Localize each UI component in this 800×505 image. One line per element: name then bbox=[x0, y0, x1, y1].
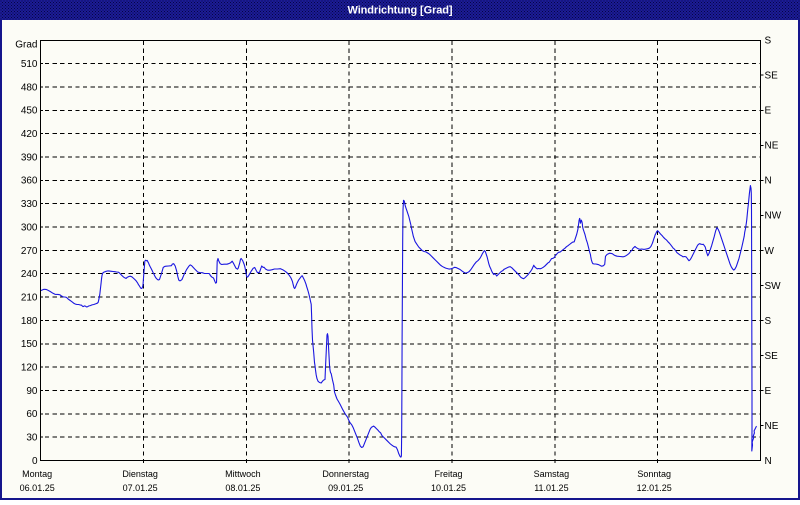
svg-text:08.01.25: 08.01.25 bbox=[225, 483, 260, 493]
svg-text:480: 480 bbox=[21, 82, 38, 93]
svg-text:N: N bbox=[765, 456, 772, 467]
svg-text:07.01.25: 07.01.25 bbox=[123, 483, 158, 493]
svg-text:360: 360 bbox=[21, 176, 38, 187]
svg-text:SW: SW bbox=[765, 281, 782, 292]
svg-text:Dienstag: Dienstag bbox=[122, 469, 158, 479]
svg-text:390: 390 bbox=[21, 152, 38, 163]
svg-text:510: 510 bbox=[21, 59, 38, 70]
svg-text:210: 210 bbox=[21, 293, 38, 304]
svg-text:S: S bbox=[765, 316, 772, 327]
svg-text:90: 90 bbox=[26, 386, 38, 397]
svg-text:Samstag: Samstag bbox=[534, 469, 570, 479]
svg-text:S: S bbox=[765, 36, 772, 47]
svg-text:330: 330 bbox=[21, 199, 38, 210]
svg-text:NE: NE bbox=[765, 421, 779, 432]
svg-text:30: 30 bbox=[26, 433, 38, 444]
svg-text:06.01.25: 06.01.25 bbox=[20, 483, 55, 493]
svg-text:Montag: Montag bbox=[22, 469, 52, 479]
svg-text:09.01.25: 09.01.25 bbox=[328, 483, 363, 493]
svg-text:Sonntag: Sonntag bbox=[637, 469, 671, 479]
svg-text:240: 240 bbox=[21, 269, 38, 280]
svg-text:W: W bbox=[765, 246, 775, 257]
svg-text:Windrichtung [Grad]: Windrichtung [Grad] bbox=[348, 5, 453, 17]
svg-text:0: 0 bbox=[32, 456, 38, 467]
svg-text:10.01.25: 10.01.25 bbox=[431, 483, 466, 493]
svg-text:Grad: Grad bbox=[15, 40, 37, 51]
svg-text:450: 450 bbox=[21, 106, 38, 117]
svg-text:150: 150 bbox=[21, 339, 38, 350]
svg-text:11.01.25: 11.01.25 bbox=[534, 483, 568, 493]
svg-text:Mittwoch: Mittwoch bbox=[225, 469, 261, 479]
svg-text:Donnerstag: Donnerstag bbox=[322, 469, 369, 479]
svg-text:300: 300 bbox=[21, 222, 38, 233]
svg-text:120: 120 bbox=[21, 363, 38, 374]
svg-text:N: N bbox=[765, 176, 772, 187]
svg-text:NE: NE bbox=[765, 141, 779, 152]
svg-text:420: 420 bbox=[21, 129, 38, 140]
svg-text:12.01.25: 12.01.25 bbox=[637, 483, 672, 493]
svg-text:60: 60 bbox=[26, 409, 38, 420]
svg-text:SE: SE bbox=[765, 351, 779, 362]
svg-text:SE: SE bbox=[765, 71, 779, 82]
svg-text:270: 270 bbox=[21, 246, 38, 257]
svg-text:180: 180 bbox=[21, 316, 38, 327]
svg-text:E: E bbox=[765, 386, 772, 397]
svg-text:E: E bbox=[765, 106, 772, 117]
svg-text:Freitag: Freitag bbox=[434, 469, 462, 479]
svg-text:NW: NW bbox=[765, 211, 782, 222]
